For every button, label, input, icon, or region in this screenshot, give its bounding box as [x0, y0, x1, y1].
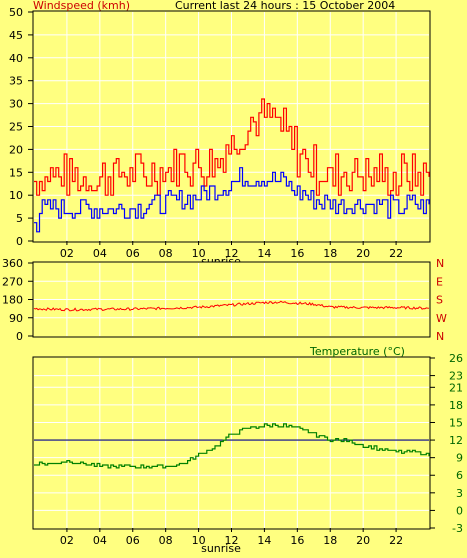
x-tick-label: 18	[323, 247, 337, 260]
y-tick-label: 15	[449, 416, 463, 429]
y-tick-label: 12	[449, 434, 463, 447]
y-tick-label: 21	[449, 381, 463, 394]
x-tick-label: 14	[257, 534, 271, 547]
temperature-series-line	[34, 423, 430, 469]
x-tick-label: 22	[389, 247, 403, 260]
compass-label: S	[436, 294, 443, 307]
compass-label: W	[436, 312, 447, 325]
y-tick-label: 180	[2, 294, 23, 307]
y-tick-label: 9	[456, 452, 463, 465]
y-tick-label: 20	[9, 143, 23, 156]
x-tick-label: 06	[126, 534, 140, 547]
y-tick-label: 6	[456, 469, 463, 482]
x-tick-label: 08	[159, 534, 173, 547]
wind-title: Windspeed (kmh)	[33, 0, 130, 12]
x-tick-label: 18	[323, 534, 337, 547]
x-tick-label: 08	[159, 247, 173, 260]
x-tick-label: 02	[60, 247, 74, 260]
y-tick-label: 23	[449, 370, 463, 383]
compass-label: N	[436, 257, 444, 270]
temperature-title: Temperature (°C)	[309, 345, 405, 358]
wind-panel: 0 5 10 15 20 25 30 35 40 45 50 02 04 06 08 10 12 14 16 18 2…	[9, 0, 431, 268]
gust-series-line	[34, 98, 430, 196]
y-tick-label: 26	[449, 352, 463, 365]
x-tick-label: 12	[225, 247, 239, 260]
x-tick-label: 02	[60, 534, 74, 547]
y-tick-label: 35	[9, 75, 23, 88]
temperature-sunrise-label: sunrise	[201, 542, 241, 555]
x-tick-label: 14	[257, 247, 271, 260]
y-tick-label: 50	[9, 6, 23, 19]
wind-x-axis: 02 04 06 08 10 12 14 16 18 20 22	[60, 241, 403, 260]
x-tick-label: 16	[290, 534, 304, 547]
y-tick-label: 270	[2, 275, 23, 288]
y-tick-label: 18	[449, 399, 463, 412]
y-tick-label: 30	[9, 98, 23, 111]
x-tick-label: 20	[356, 247, 370, 260]
x-tick-label: 04	[93, 247, 107, 260]
wind-series	[34, 98, 430, 233]
y-tick-label: 5	[16, 212, 23, 225]
temperature-x-axis: 02 04 06 08 10 12 14 16 18 20 22	[60, 528, 403, 547]
y-tick-label: -3	[452, 522, 463, 535]
y-tick-label: 0	[456, 504, 463, 517]
x-tick-label: 06	[126, 247, 140, 260]
y-tick-label: 0	[16, 235, 23, 248]
y-tick-label: 40	[9, 52, 23, 65]
y-tick-label: 10	[9, 189, 23, 202]
y-tick-label: 360	[2, 257, 23, 270]
direction-grid	[34, 263, 429, 336]
y-tick-label: 3	[456, 487, 463, 500]
average-series-line	[34, 167, 430, 233]
x-tick-label: 16	[290, 247, 304, 260]
compass-label: N	[436, 330, 444, 343]
y-tick-label: 90	[9, 312, 23, 325]
direction-series	[33, 300, 430, 312]
x-tick-label: 10	[192, 247, 206, 260]
direction-series-line	[33, 300, 430, 312]
temperature-grid	[34, 358, 429, 528]
y-tick-label: 25	[9, 121, 23, 134]
x-tick-label: 20	[356, 534, 370, 547]
period-title: Current last 24 hours : 15 October 2004	[175, 0, 395, 12]
wind-y-axis: 0 5 10 15 20 25 30 35 40 45 50	[9, 6, 33, 248]
direction-y-axis: 0 90 180 270 360	[2, 257, 33, 343]
y-tick-label: 15	[9, 166, 23, 179]
x-tick-label: 22	[389, 534, 403, 547]
x-tick-label: 12	[225, 534, 239, 547]
x-tick-label: 04	[93, 534, 107, 547]
y-tick-label: 0	[16, 330, 23, 343]
y-tick-label: 45	[9, 29, 23, 42]
compass-label: E	[436, 275, 443, 288]
x-tick-label: 10	[192, 534, 206, 547]
temperature-series	[34, 423, 430, 469]
